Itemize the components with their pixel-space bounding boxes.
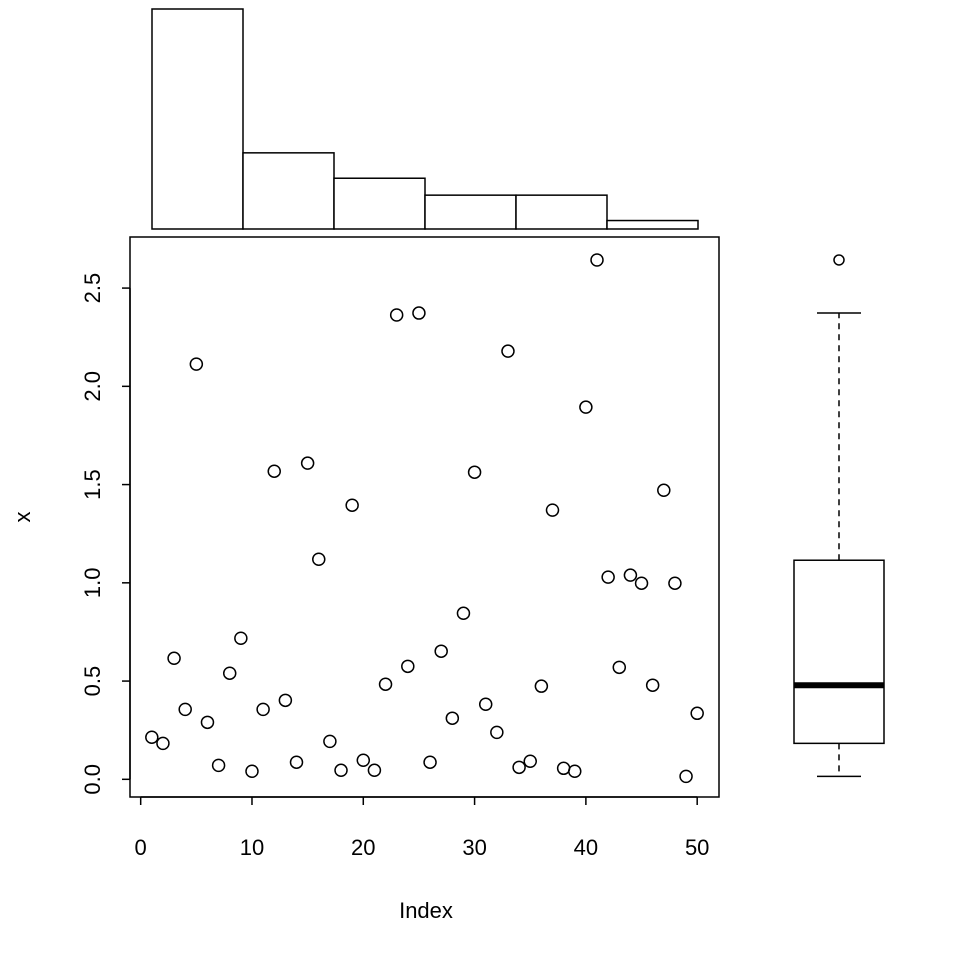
x-tick-label: 50 [685, 835, 709, 860]
y-tick-label: 0.0 [80, 764, 105, 795]
point [245, 764, 259, 779]
point [423, 755, 437, 769]
point [234, 631, 248, 645]
point [200, 715, 215, 730]
point [601, 570, 615, 584]
point [222, 666, 237, 680]
point [300, 456, 315, 470]
x-tick-label: 10 [240, 835, 264, 860]
point [145, 730, 159, 745]
histogram-bar [151, 8, 244, 230]
histogram-bar [606, 219, 699, 230]
y-tick-label: 2.5 [80, 273, 105, 304]
x-tick-label: 30 [462, 835, 486, 860]
point [278, 693, 293, 708]
point [568, 764, 582, 779]
outlier [833, 254, 845, 266]
y-tick-label: 1.5 [80, 469, 105, 500]
point [345, 498, 359, 512]
y-axis-label: x [10, 512, 35, 523]
point [445, 711, 460, 725]
point [167, 651, 181, 666]
point [267, 464, 281, 478]
box [793, 559, 885, 745]
point [189, 357, 204, 371]
point [378, 677, 393, 691]
point [412, 306, 426, 320]
histogram-bar [515, 194, 608, 230]
point [534, 679, 549, 693]
x-axis-label: Index [399, 898, 453, 923]
point [312, 552, 326, 566]
point [590, 253, 604, 267]
point [178, 702, 192, 717]
point [323, 734, 337, 749]
point [612, 660, 627, 675]
y-tick-label: 1.0 [80, 568, 105, 599]
histogram-bar [424, 194, 517, 230]
point [211, 758, 226, 773]
histogram-bar [333, 177, 426, 230]
y-tick-label: 2.0 [80, 371, 105, 402]
point [389, 308, 404, 322]
point [156, 736, 170, 751]
point [645, 678, 660, 692]
point [334, 763, 348, 778]
point [668, 576, 682, 590]
x-tick-label: 40 [574, 835, 598, 860]
point [401, 659, 415, 674]
point [478, 697, 493, 712]
point [523, 754, 537, 768]
point [512, 760, 526, 775]
point [623, 568, 638, 582]
point [657, 483, 671, 498]
point [545, 503, 560, 517]
x-tick-label: 0 [135, 835, 147, 860]
histogram-bar [242, 152, 335, 230]
y-tick-label: 0.5 [80, 666, 105, 697]
point [367, 763, 382, 778]
point [456, 606, 471, 621]
point [256, 702, 270, 717]
point [356, 753, 371, 768]
point [467, 465, 482, 479]
point [490, 725, 504, 740]
point [634, 576, 649, 590]
point [679, 769, 693, 784]
point [434, 644, 448, 658]
point [690, 706, 704, 721]
x-tick-label: 20 [351, 835, 375, 860]
point [289, 755, 304, 769]
point [579, 400, 593, 414]
point [501, 344, 515, 358]
